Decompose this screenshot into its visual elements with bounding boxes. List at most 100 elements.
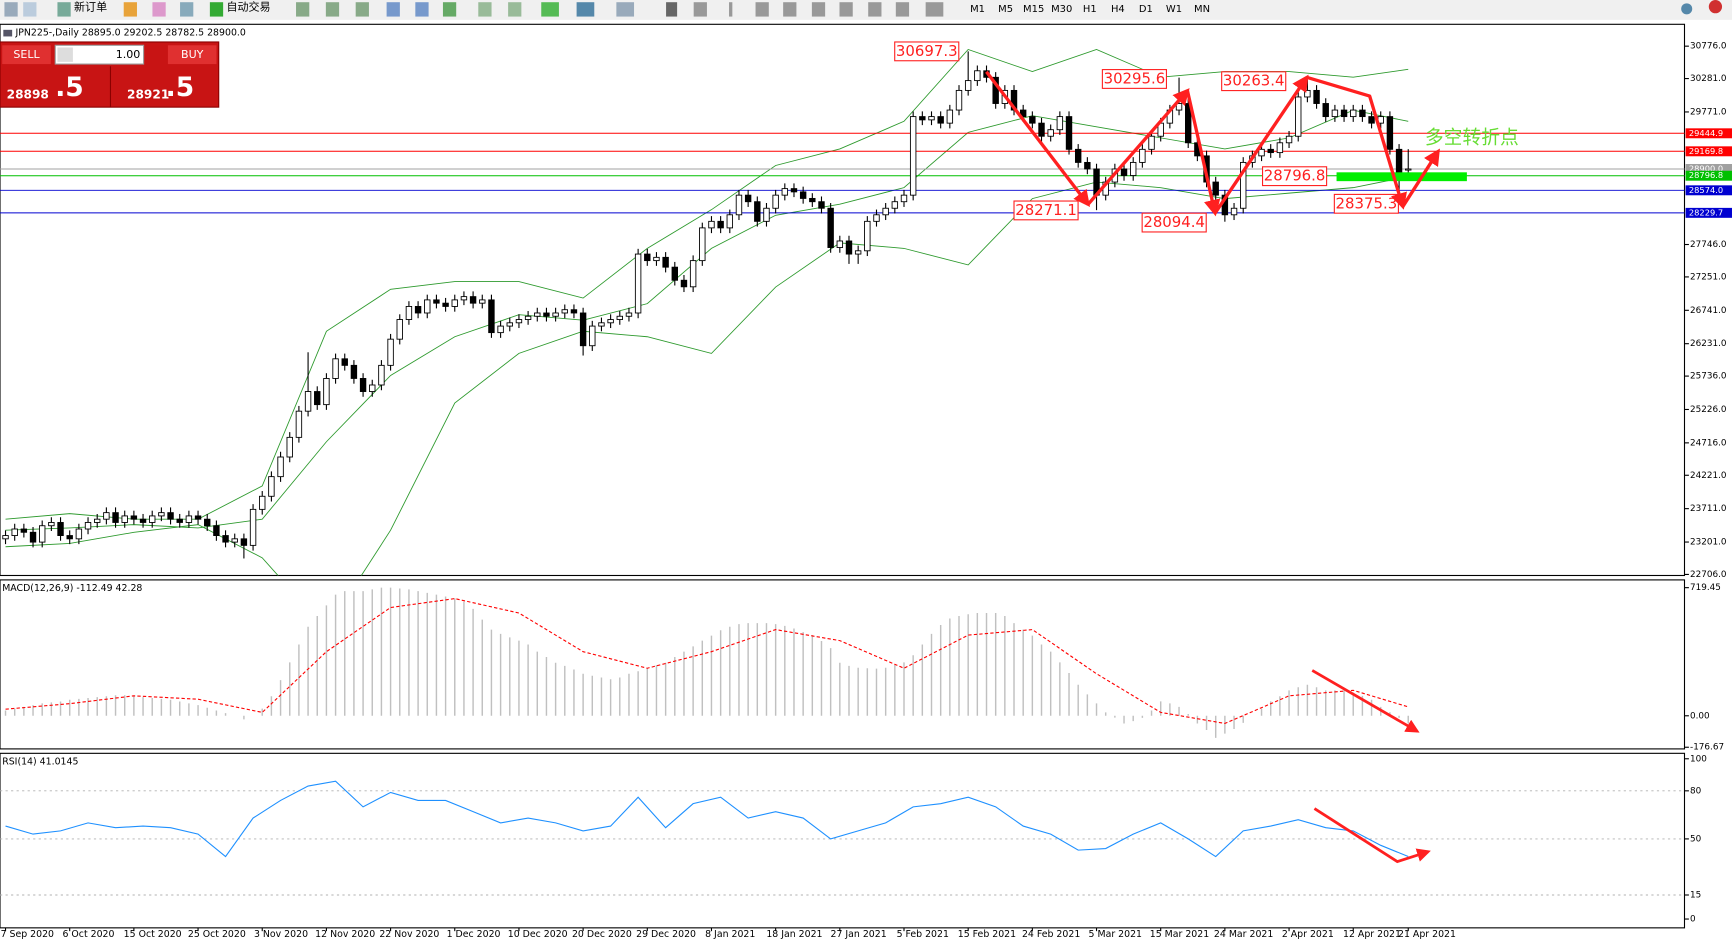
icon[interactable]	[478, 2, 492, 17]
candle-body	[231, 538, 238, 543]
icon[interactable]	[729, 2, 733, 17]
icon[interactable]	[355, 2, 369, 17]
icon[interactable]	[23, 2, 37, 17]
candle-body	[1056, 116, 1064, 131]
annotation-box	[1013, 200, 1079, 221]
sell-label[interactable]: SELL	[13, 48, 40, 61]
timeframe-button[interactable]: M5	[998, 4, 1013, 15]
timeframe-button[interactable]: H1	[1083, 4, 1097, 15]
icon[interactable]	[755, 2, 769, 17]
annotation-label: 30263.4	[1223, 72, 1285, 90]
sell-price[interactable]: 28898	[7, 87, 49, 101]
y-tick-label: 50	[1690, 834, 1702, 844]
sell-pips[interactable]: .5	[55, 72, 84, 103]
icon[interactable]	[616, 2, 635, 17]
candle-body	[460, 296, 468, 301]
icon[interactable]	[783, 2, 797, 17]
icon[interactable]	[508, 2, 522, 17]
lot-input[interactable]	[54, 44, 145, 65]
icon[interactable]	[839, 2, 853, 17]
icon[interactable]	[925, 2, 944, 17]
candle-body	[845, 240, 853, 255]
icon[interactable]	[666, 2, 678, 17]
icon[interactable]	[541, 2, 559, 17]
candle-body	[194, 515, 202, 520]
candle-body	[286, 436, 293, 458]
candle-body	[20, 528, 28, 533]
icon[interactable]	[693, 2, 707, 17]
bollinger-lower	[5, 176, 1409, 576]
buy-price[interactable]: 28921	[127, 87, 169, 101]
timeframe-button[interactable]: M1	[970, 4, 985, 15]
icon[interactable]	[123, 2, 137, 17]
icon[interactable]	[386, 2, 400, 17]
sell-button[interactable]	[2, 45, 51, 65]
rsi-line	[5, 780, 1409, 858]
annotation-label: 28271.1	[1015, 201, 1077, 219]
buy-button[interactable]	[167, 45, 217, 65]
lot-spinner[interactable]	[57, 47, 73, 62]
candle-body	[570, 309, 578, 314]
icon[interactable]	[180, 2, 194, 17]
candle-body	[534, 312, 541, 317]
y-tick-label: 0.00	[1690, 711, 1710, 721]
icon[interactable]	[296, 2, 310, 17]
candle-body	[625, 312, 633, 317]
y-tick-label: 29771.0	[1690, 107, 1727, 117]
new-order-button[interactable]: 新订单	[74, 0, 107, 14]
chart-layers: 30776.0 30281.0 29771.0 27746.0 27251.0 26741…	[0, 28, 1732, 940]
candle-body	[543, 312, 550, 317]
toolbar-bg	[0, 0, 1732, 20]
candle-body	[900, 194, 908, 203]
candle-body	[249, 508, 257, 546]
x-tick-label: 18 Jan 2021	[766, 929, 822, 940]
icon[interactable]	[895, 2, 910, 17]
candle-body	[708, 220, 715, 229]
icon[interactable]	[442, 2, 457, 17]
candle-body	[1148, 135, 1155, 150]
candle-body	[121, 515, 128, 523]
x-tick-label: 5 Mar 2021	[1089, 929, 1143, 940]
y-tick-label: 0	[1690, 915, 1696, 925]
timeframe-button[interactable]: M30	[1051, 4, 1072, 15]
buy-pips[interactable]: .5	[166, 72, 195, 103]
icon[interactable]	[57, 2, 71, 17]
y-tick-label: 100	[1690, 754, 1707, 764]
icon[interactable]	[4, 2, 18, 17]
candle-body	[1065, 116, 1073, 150]
timeframe-button[interactable]: D1	[1139, 4, 1153, 15]
timeframe-button[interactable]: MN	[1194, 4, 1210, 15]
candle-body	[1405, 168, 1412, 171]
timeframe-button[interactable]: W1	[1166, 4, 1182, 15]
candle-body	[1276, 142, 1284, 154]
candle-body	[552, 312, 559, 317]
candle-body	[928, 116, 935, 121]
y-tick-label: 719.45	[1690, 583, 1721, 593]
rsi-arrow	[1313, 807, 1431, 864]
candle-body	[488, 299, 495, 334]
icon[interactable]	[209, 2, 224, 17]
buy-label[interactable]: BUY	[181, 48, 204, 61]
candle-body	[1230, 207, 1238, 216]
icon[interactable]	[868, 2, 882, 17]
candle-body	[2, 535, 9, 540]
icon[interactable]	[576, 2, 595, 17]
timeframe-button[interactable]: H4	[1111, 4, 1125, 15]
auto-trading-button[interactable]: 自动交易	[226, 0, 270, 14]
notification-icon[interactable]	[1708, 0, 1723, 14]
trend-arrow	[1213, 74, 1309, 215]
lot-value[interactable]: 1.00	[116, 48, 141, 61]
icon[interactable]	[1681, 3, 1693, 15]
price-marker-label: 28900.0	[1689, 163, 1723, 173]
icon[interactable]	[415, 2, 429, 17]
timeframe-button[interactable]: M15	[1023, 4, 1044, 15]
annotation-label: 30295.6	[1104, 70, 1166, 88]
x-tick-label: 24 Feb 2021	[1022, 929, 1080, 940]
y-tick-label: 80	[1690, 786, 1702, 796]
icon[interactable]	[811, 2, 826, 17]
candle-body	[937, 116, 944, 124]
candle-body	[964, 80, 972, 91]
icon[interactable]	[325, 2, 340, 17]
icon[interactable]	[152, 2, 166, 17]
